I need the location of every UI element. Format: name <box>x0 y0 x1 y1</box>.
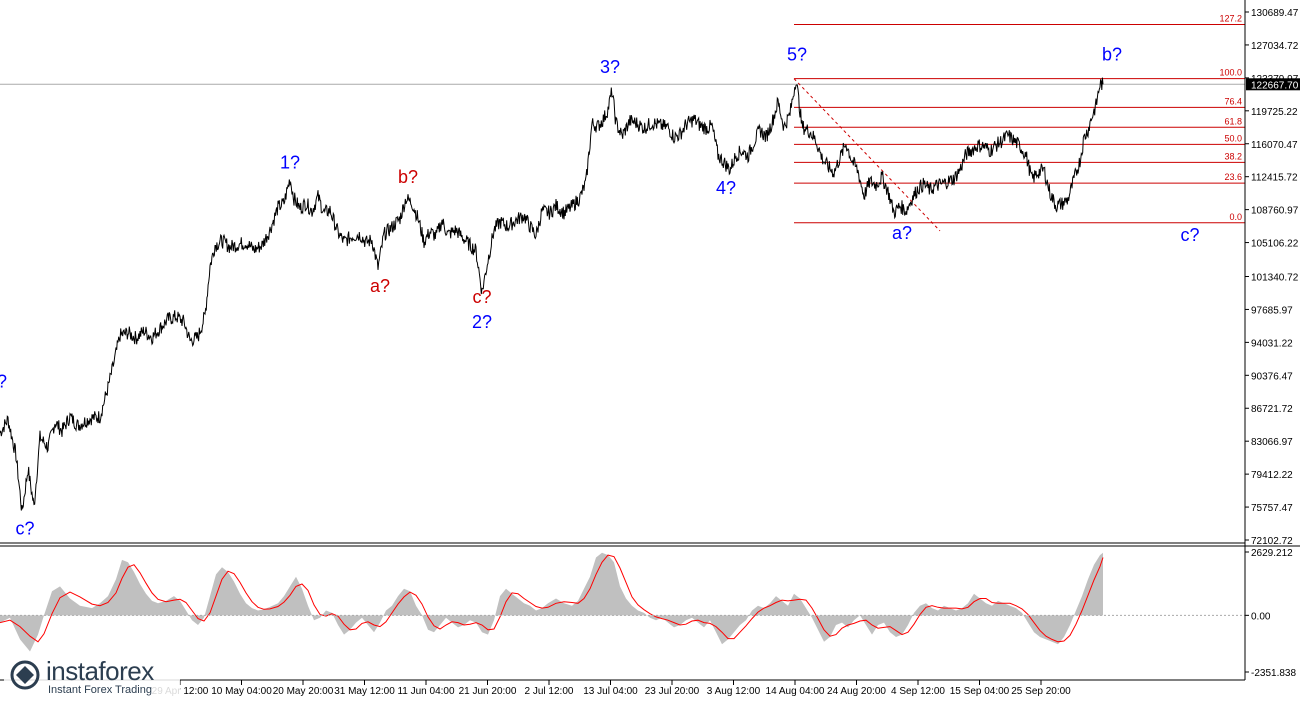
price-tick-label: 130689.47 <box>1251 8 1299 19</box>
price-tick-label: 108760.97 <box>1251 206 1299 217</box>
oscillator-panel <box>0 552 1245 652</box>
wave-label: 5? <box>787 45 807 65</box>
time-tick-label: 31 May 12:00 <box>334 686 395 697</box>
price-tick-label: 105106.22 <box>1251 239 1299 250</box>
price-tick-label: 116070.47 <box>1251 140 1298 151</box>
price-tick-label: 79412.22 <box>1251 470 1293 481</box>
logo-tagline: Instant Forex Trading <box>48 684 152 696</box>
wave-label: c? <box>1180 225 1199 245</box>
fib-level-label: 100.0 <box>1219 68 1242 78</box>
time-tick-label: 2 Jul 12:00 <box>525 686 574 697</box>
price-tick-label: 86721.72 <box>1251 404 1293 415</box>
price-tick-label: 94031.22 <box>1251 338 1293 349</box>
wave-label: 3? <box>600 57 620 77</box>
wave-label: c? <box>15 519 34 539</box>
price-tick-label: 127034.72 <box>1251 41 1299 52</box>
fib-level-label: 0.0 <box>1229 212 1242 222</box>
oscillator-tick-label: 0.00 <box>1251 611 1271 622</box>
price-series-line <box>0 77 1104 511</box>
wave-label: c? <box>472 287 491 307</box>
price-tick-label: 119725.22 <box>1251 107 1298 118</box>
logo-name: instaforex <box>46 656 154 686</box>
instaforex-logo: instaforex Instant Forex Trading <box>4 654 180 700</box>
time-tick-label: 13 Jul 04:00 <box>583 686 638 697</box>
price-tick-label: 75757.47 <box>1251 503 1293 514</box>
time-tick-label: 11 Jun 04:00 <box>397 686 455 697</box>
time-tick-label: 15 Sep 04:00 <box>950 686 1010 697</box>
time-tick-label: 14 Aug 04:00 <box>766 686 825 697</box>
fib-level-label: 76.4 <box>1224 96 1242 106</box>
price-tick-label: 97685.97 <box>1251 305 1293 316</box>
fib-level-label: 23.6 <box>1224 172 1242 182</box>
price-tick-label: 90376.47 <box>1251 371 1293 382</box>
wave-label: a? <box>892 223 912 243</box>
main-price-panel: 127.2 100.0 76.4 61.8 50.0 38.2 23.6 0.0? c? 1? b?… <box>0 14 1245 539</box>
time-tick-label: 3 Aug 12:00 <box>707 686 761 697</box>
price-tick-label: 112415.72 <box>1251 173 1298 184</box>
fib-level-label: 50.0 <box>1224 133 1242 143</box>
wave-label: b? <box>398 167 418 187</box>
time-tick-label: 29 Apr 12:00 <box>152 686 209 697</box>
fib-level-label: 61.8 <box>1224 116 1242 126</box>
fib-level-label: 38.2 <box>1224 151 1242 161</box>
time-tick-label: 23 Jul 20:00 <box>645 686 700 697</box>
oscillator-histogram <box>0 552 1103 652</box>
fib-trendline <box>793 78 941 232</box>
current-price-label: 122667.70 <box>1251 80 1299 91</box>
wave-label: a? <box>370 276 390 296</box>
wave-label: b? <box>1102 45 1122 65</box>
time-tick-label: 25 Sep 20:00 <box>1011 686 1071 697</box>
wave-label: 4? <box>716 178 736 198</box>
logo-mark-icon <box>10 660 40 690</box>
wave-label: 1? <box>280 153 300 173</box>
current-price-box <box>1246 78 1300 91</box>
oscillator-tick-label: -2351.838 <box>1251 668 1296 679</box>
oscillator-signal-line <box>0 554 1104 643</box>
price-tick-label: 72102.72 <box>1251 536 1293 547</box>
time-tick-label: 10 May 04:00 <box>211 686 272 697</box>
wave-label: ? <box>0 372 7 392</box>
time-tick-label: 24 Aug 20:00 <box>827 686 886 697</box>
wave-label: 2? <box>472 312 492 332</box>
time-tick-label: 21 Jun 20:00 <box>459 686 517 697</box>
fib-level-label: 127.2 <box>1219 14 1242 24</box>
oscillator-tick-label: 2629.212 <box>1251 548 1293 559</box>
time-tick-label: 4 Sep 12:00 <box>891 686 945 697</box>
price-tick-label: 101340.72 <box>1251 272 1299 283</box>
time-tick-label: 20 May 20:00 <box>273 686 334 697</box>
price-tick-label: 83066.97 <box>1251 437 1293 448</box>
